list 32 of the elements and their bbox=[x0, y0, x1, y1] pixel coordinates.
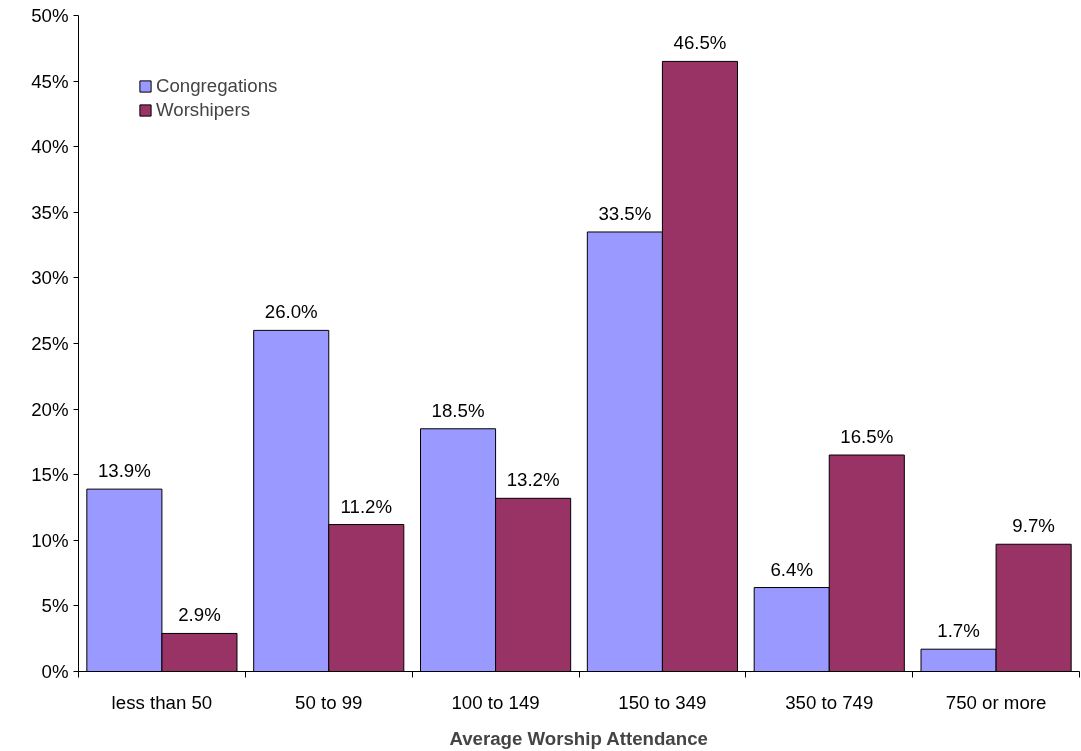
x-tick-label: 100 to 149 bbox=[451, 691, 540, 713]
y-tick-label: 45% bbox=[31, 70, 69, 92]
x-tick-label: 50 to 99 bbox=[295, 691, 363, 713]
data-label: 13.9% bbox=[97, 460, 151, 482]
data-label: 6.4% bbox=[770, 558, 813, 580]
data-label: 11.2% bbox=[340, 495, 393, 517]
legend-label: Congregations bbox=[156, 75, 278, 97]
y-tick-label: 30% bbox=[31, 267, 69, 289]
y-tick-label: 40% bbox=[31, 136, 69, 158]
data-label: 2.9% bbox=[178, 604, 221, 626]
data-label: 1.7% bbox=[937, 620, 980, 642]
x-tick-label: 150 to 349 bbox=[618, 691, 707, 713]
data-label: 33.5% bbox=[598, 202, 652, 224]
data-label: 13.2% bbox=[506, 469, 560, 491]
data-label: 46.5% bbox=[673, 32, 727, 54]
data-label: 18.5% bbox=[431, 399, 485, 421]
legend-label: Worshipers bbox=[156, 99, 251, 121]
y-tick-label: 35% bbox=[31, 201, 69, 223]
data-label: 9.7% bbox=[1012, 515, 1055, 537]
y-tick-label: 10% bbox=[31, 529, 69, 551]
y-tick-label: 15% bbox=[31, 464, 69, 486]
data-label: 16.5% bbox=[840, 426, 894, 448]
y-tick-label: 25% bbox=[31, 333, 69, 354]
y-tick-label: 20% bbox=[31, 398, 69, 420]
x-axis-title: Average Worship Attendance bbox=[449, 727, 708, 749]
x-tick-label: less than 50 bbox=[111, 691, 213, 713]
x-tick-label: 750 or more bbox=[945, 691, 1047, 713]
x-tick-label: 350 to 749 bbox=[785, 691, 874, 713]
y-tick-label: 0% bbox=[41, 661, 69, 682]
data-label: 26.0% bbox=[264, 301, 318, 323]
y-tick-label: 50% bbox=[31, 5, 69, 26]
y-tick-label: 5% bbox=[41, 595, 69, 617]
